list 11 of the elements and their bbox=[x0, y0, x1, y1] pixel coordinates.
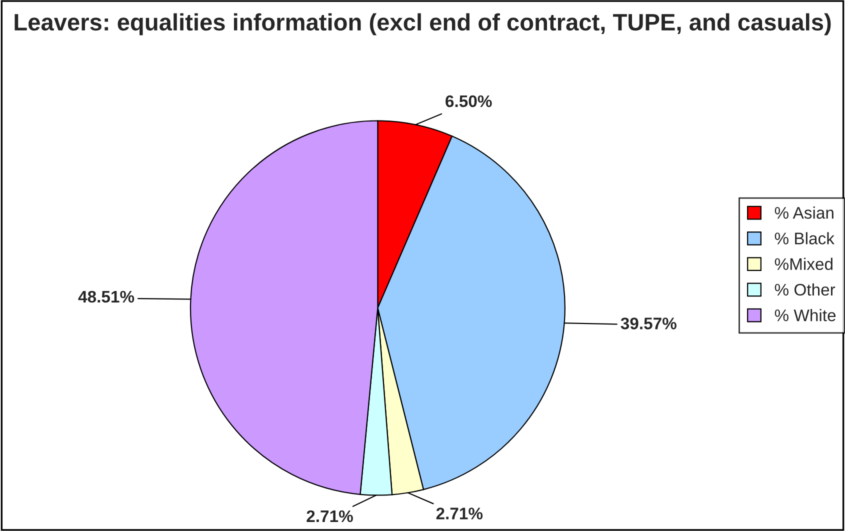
legend-label: %Mixed bbox=[774, 258, 832, 270]
legend-label: % White bbox=[774, 309, 836, 322]
legend-label: % Black bbox=[774, 232, 834, 244]
data-label: 2.71% bbox=[306, 510, 353, 522]
legend-label: % Other bbox=[774, 283, 836, 296]
legend-label: % Asian bbox=[774, 206, 834, 219]
data-label: 6.50% bbox=[446, 95, 492, 108]
data-label: 2.71% bbox=[436, 508, 483, 520]
chart-title: Leavers: equalities information (excl end of contract, TUPE, and casuals) bbox=[14, 13, 831, 36]
data-label: 48.51% bbox=[78, 290, 134, 303]
data-label: 39.57% bbox=[620, 318, 676, 330]
